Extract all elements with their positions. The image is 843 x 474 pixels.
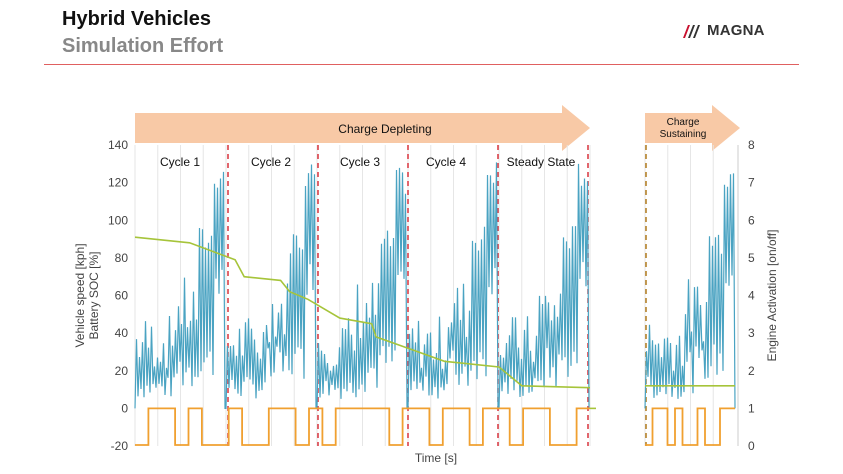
y-right-tick-label: 7 — [748, 176, 755, 190]
y-axis-label-1: Vehicle speed [kph] — [73, 243, 87, 347]
y-tick-label: 60 — [115, 289, 129, 303]
y-right-tick-label: 0 — [748, 439, 755, 453]
y-right-tick-label: 5 — [748, 251, 755, 265]
speed-series-line — [134, 162, 590, 409]
charge-sustaining-label-2: Sustaining — [660, 129, 707, 140]
magna-logo: MAGNA — [682, 22, 765, 39]
y-tick-label: 0 — [121, 401, 128, 415]
speed-series-line-cs — [644, 173, 736, 409]
y-right-tick-label: 1 — [748, 401, 755, 415]
engine-series-line-cs — [645, 407, 735, 446]
segment-label: Cycle 1 — [160, 155, 200, 169]
segment-label: Steady State — [507, 155, 576, 169]
soc-series-line — [134, 236, 591, 389]
magna-logo-icon — [683, 24, 700, 38]
y-tick-label: 20 — [115, 364, 129, 378]
charge-sustaining-label-1: Charge — [667, 117, 700, 128]
charge-sustaining-arrow — [645, 105, 740, 151]
y-tick-label: 140 — [108, 138, 128, 152]
segment-label: Cycle 2 — [251, 155, 291, 169]
y-tick-label: 80 — [115, 251, 129, 265]
x-axis-label: Time [s] — [415, 451, 457, 465]
slide-title: Hybrid Vehicles — [62, 8, 211, 30]
y-tick-label: 100 — [108, 213, 128, 227]
y-right-tick-label: 4 — [748, 289, 755, 303]
y-tick-label: -20 — [111, 439, 129, 453]
segment-label: Cycle 4 — [426, 155, 466, 169]
y-tick-label: 120 — [108, 176, 128, 190]
header-rule — [44, 64, 799, 65]
y-tick-label: 40 — [115, 326, 129, 340]
y-right-tick-label: 2 — [748, 364, 755, 378]
charge-depleting-label: Charge Depleting — [338, 122, 431, 136]
segment-label: Cycle 3 — [340, 155, 380, 169]
y-right-tick-label: 6 — [748, 213, 755, 227]
y-right-tick-label: 8 — [748, 138, 755, 152]
charge-depleting-arrow — [135, 105, 590, 151]
y-axis-label-2: Battery SOC [%] — [87, 251, 101, 339]
engine-series-line — [135, 407, 590, 446]
y-right-axis-label: Engine Activation [on/off] — [765, 230, 779, 362]
slide-subtitle: Simulation Effort — [62, 35, 224, 57]
logo-text: MAGNA — [707, 22, 765, 39]
y-right-tick-label: 3 — [748, 326, 755, 340]
